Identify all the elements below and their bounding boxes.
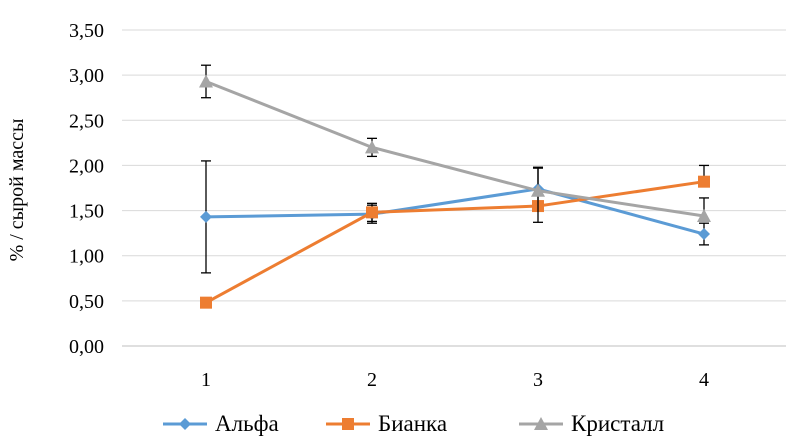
x-tick-label: 3 [533, 369, 543, 391]
data-point [199, 74, 213, 87]
y-axis: 0,00 0,50 1,00 1,50 2,00 2,50 3,00 3,50 [69, 20, 104, 358]
series-3 [199, 65, 711, 222]
legend-item: Кристалл [519, 411, 664, 436]
series-line [206, 81, 704, 216]
x-tick-label: 4 [699, 369, 709, 391]
data-point [698, 176, 710, 188]
y-tick-label: 3,00 [69, 65, 104, 87]
y-tick-label: 3,50 [69, 20, 104, 42]
y-tick-label: 1,50 [69, 201, 104, 223]
x-tick-label: 1 [201, 369, 211, 391]
y-tick-label: 0,50 [69, 291, 104, 313]
y-axis-title: % / сырой массы [6, 119, 28, 262]
legend-item: Бианка [326, 411, 447, 436]
legend-marker [179, 418, 191, 430]
legend-label: Бианка [378, 411, 447, 436]
y-tick-label: 2,50 [69, 110, 104, 132]
data-point [366, 206, 378, 218]
legend: Альфа Бианка Кристалл [163, 411, 664, 436]
y-tick-label: 0,00 [69, 336, 104, 358]
x-tick-label: 2 [367, 369, 377, 391]
data-point [200, 297, 212, 309]
series-2 [200, 165, 710, 308]
y-tick-label: 1,00 [69, 246, 104, 268]
series-group [199, 65, 711, 308]
grid-lines [122, 30, 786, 346]
x-axis: 1 2 3 4 [201, 369, 709, 391]
legend-label: Кристалл [571, 411, 664, 436]
data-point [698, 228, 710, 240]
legend-marker [342, 418, 354, 430]
series-line [206, 182, 704, 303]
legend-item: Альфа [163, 411, 279, 436]
series-line [206, 189, 704, 234]
data-point [200, 211, 212, 223]
legend-label: Альфа [215, 411, 279, 436]
y-tick-label: 2,00 [69, 155, 104, 177]
